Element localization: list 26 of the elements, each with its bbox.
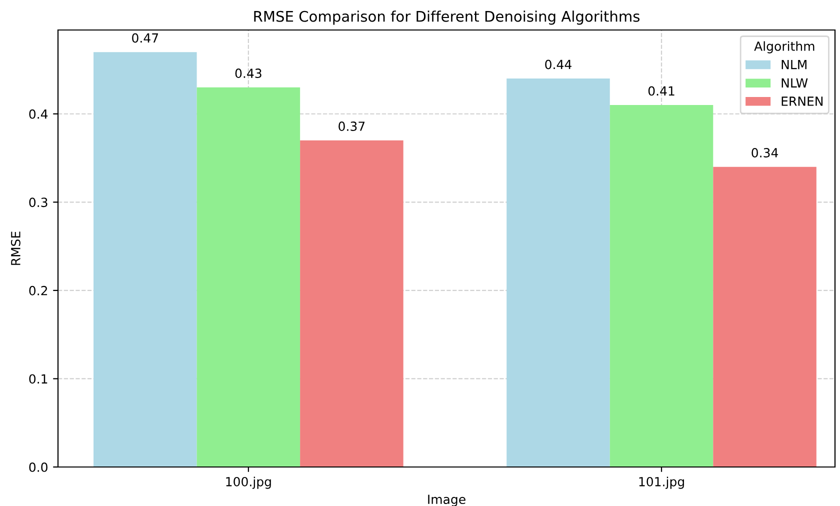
- data-label: 0.47: [132, 33, 158, 43]
- x-tick-label: 101.jpg: [639, 476, 684, 489]
- bar: [610, 105, 714, 467]
- bar: [94, 52, 197, 467]
- bar: [506, 78, 610, 467]
- data-label: 0.43: [235, 68, 262, 78]
- legend-label: ERNEN: [782, 96, 823, 106]
- legend-label: NLW: [782, 78, 808, 88]
- data-label: 0.34: [752, 148, 778, 158]
- data-label: 0.44: [545, 60, 572, 70]
- bar: [713, 166, 816, 467]
- chart-title: RMSE Comparison for Different Denoising Algorithms: [254, 10, 640, 25]
- x-tick-label: 100.jpg: [226, 476, 271, 489]
- x-axis-title: Image: [428, 494, 466, 506]
- bar: [196, 87, 300, 467]
- legend-title: Algorithm: [754, 41, 814, 54]
- y-tick-label: 0.3: [29, 198, 48, 208]
- bar: [300, 140, 404, 467]
- data-label: 0.41: [648, 86, 674, 96]
- legend-label: NLM: [782, 60, 806, 70]
- y-tick-label: 0.2: [29, 286, 48, 296]
- data-label: 0.37: [338, 122, 365, 131]
- y-tick-label: 0.0: [29, 462, 48, 472]
- y-tick-label: 0.4: [29, 109, 48, 119]
- y-axis-title: RMSE: [10, 232, 20, 265]
- y-tick-label: 0.1: [29, 374, 48, 384]
